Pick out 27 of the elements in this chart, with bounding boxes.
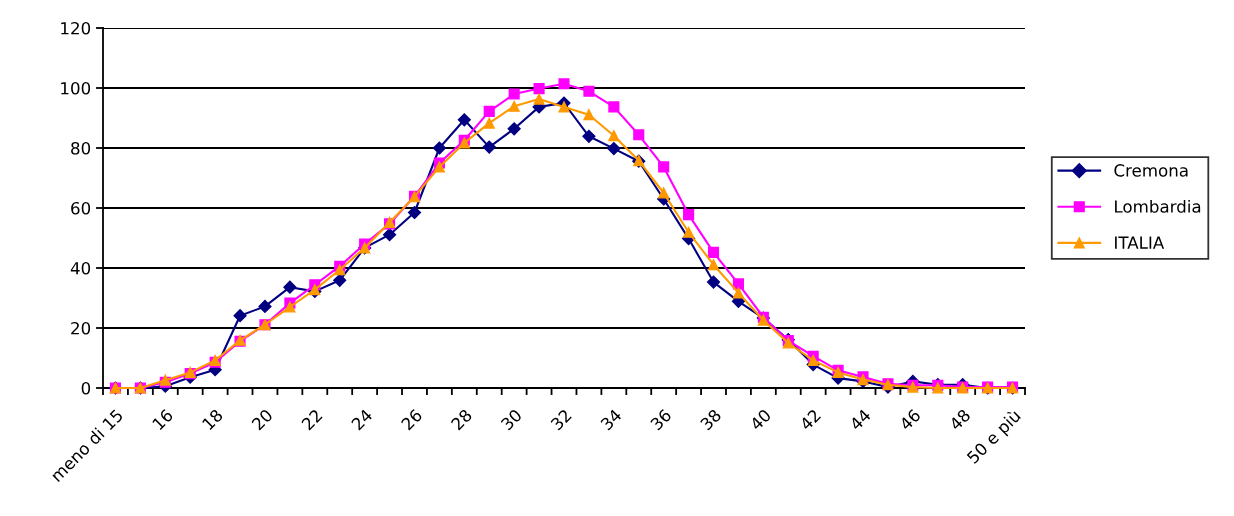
x-tick-label: 38	[699, 408, 722, 431]
y-tick-label: 20	[71, 321, 91, 335]
y-tick-label: 120	[61, 21, 91, 35]
y-tick-label: 80	[71, 141, 91, 155]
x-tick-label: 26	[400, 408, 423, 431]
x-tick-label: 36	[649, 408, 673, 431]
legend-label: Lombardia	[1115, 199, 1201, 213]
x-tick-label: 44	[848, 408, 872, 431]
x-tick-label: 24	[350, 408, 373, 431]
x-tick-label: 20	[251, 408, 274, 431]
legend-label: ITALIA	[1115, 236, 1165, 249]
x-tick-label: 32	[550, 408, 572, 431]
x-tick-label: 22	[300, 408, 323, 431]
x-tick-label: 34	[599, 408, 623, 431]
x-tick-label: 28	[450, 408, 473, 431]
x-tick-label: 40	[749, 408, 772, 431]
x-tick-label: 18	[201, 408, 224, 431]
x-tick-label: 30	[500, 408, 523, 431]
x-tick-label: 46	[898, 408, 922, 431]
y-tick-label: 40	[70, 261, 91, 275]
x-tick-label: 48	[948, 408, 972, 431]
x-tick-label: 42	[798, 408, 821, 431]
legend-label: Cremona	[1114, 164, 1188, 177]
x-tick-label: 16	[151, 408, 174, 431]
y-tick-label: 100	[61, 81, 91, 95]
y-tick-label: 0	[81, 381, 91, 395]
y-tick-label: 60	[71, 201, 91, 215]
